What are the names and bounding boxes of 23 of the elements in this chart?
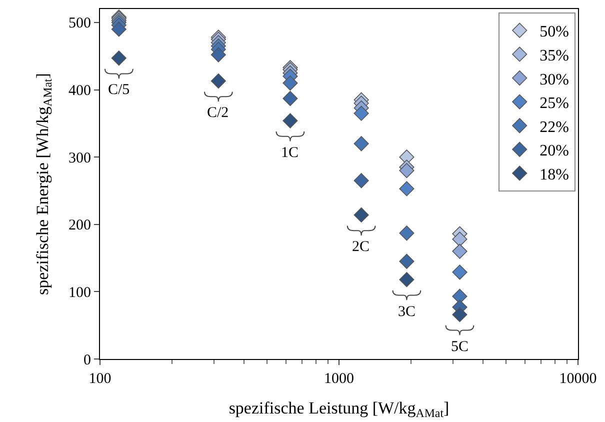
x-axis-title: spezifische Leistung [W/kg$_{AMat}$] — [228, 398, 450, 420]
y-tick-label: 300 — [68, 150, 91, 166]
annotation: 3C — [398, 304, 416, 320]
annotation: 5C — [451, 339, 469, 355]
annotation: 1C — [281, 145, 299, 161]
legend-label: 30% — [540, 71, 569, 88]
y-tick-label: 200 — [68, 218, 91, 234]
legend-label: 50% — [540, 24, 569, 41]
legend-label: 18% — [540, 166, 569, 184]
annotation: C/2 — [207, 105, 229, 121]
legend-label: 25% — [540, 95, 569, 112]
x-tick-label: 100 — [88, 371, 112, 387]
x-tick-label: 10000 — [559, 371, 597, 387]
legend-label: 20% — [540, 142, 569, 160]
x-tick-label: 1000 — [324, 371, 354, 387]
y-tick-label: 0 — [84, 352, 91, 368]
legend-label: 22% — [540, 118, 569, 136]
y-tick-label: 400 — [68, 83, 91, 100]
annotation: 2C — [352, 239, 370, 255]
legend-label: 35% — [540, 47, 569, 64]
annotation: C/5 — [108, 82, 130, 98]
y-tick-label: 500 — [68, 16, 91, 32]
y-tick-label: 100 — [68, 284, 91, 301]
